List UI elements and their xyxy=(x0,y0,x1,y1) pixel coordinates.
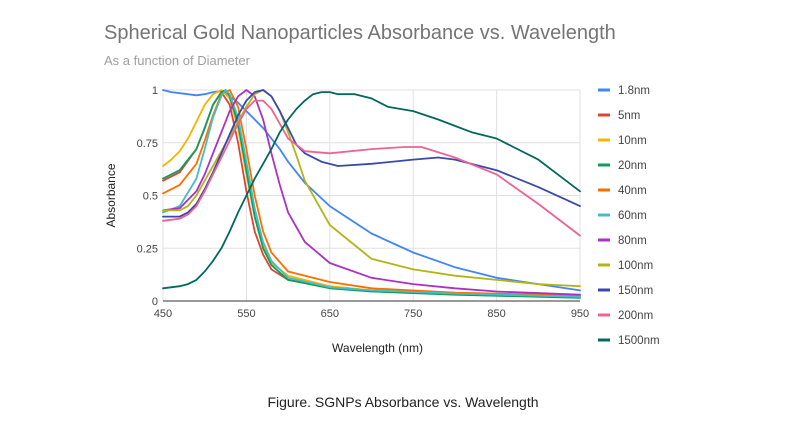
x-tick-label: 850 xyxy=(487,308,505,320)
x-tick-label: 450 xyxy=(154,308,172,320)
series-line-1.8nm xyxy=(162,89,581,292)
legend-label: 80nm xyxy=(618,235,647,247)
legend-label: 150nm xyxy=(618,285,653,297)
series-line-1500nm xyxy=(162,91,581,290)
x-tick-label: 950 xyxy=(571,308,589,320)
legend-label: 200nm xyxy=(618,310,653,322)
x-tick-label: 550 xyxy=(237,308,255,320)
y-tick-label: 0.75 xyxy=(137,138,158,150)
legend-label: 100nm xyxy=(618,260,653,272)
series-line-20nm xyxy=(162,89,581,299)
y-axis-label: Absorbance xyxy=(104,163,118,227)
chart-title: Spherical Gold Nanoparticles Absorbance … xyxy=(104,22,616,44)
y-tick-label: 0 xyxy=(152,296,158,308)
legend-label: 1500nm xyxy=(618,335,660,347)
legend-label: 40nm xyxy=(618,185,647,197)
series-lines xyxy=(162,89,581,299)
legend-label: 5nm xyxy=(618,110,640,122)
legend-label: 60nm xyxy=(618,210,647,222)
axes: 0 0.25 0.5 0.75 1 450 550 650 750 850 950 Wavelengt… xyxy=(104,85,589,355)
series-line-150nm xyxy=(162,89,581,218)
series-line-200nm xyxy=(162,99,581,237)
x-tick-label: 650 xyxy=(321,308,339,320)
series-line-80nm xyxy=(162,89,581,296)
legend-label: 10nm xyxy=(618,135,647,147)
series-line-60nm xyxy=(162,89,581,298)
y-tick-label: 1 xyxy=(152,85,158,97)
x-tick-label: 750 xyxy=(404,308,422,320)
y-tick-label: 0.25 xyxy=(137,243,158,255)
y-tick-label: 0.5 xyxy=(143,191,158,203)
chart-subtitle: As a function of Diameter xyxy=(104,53,250,68)
grid-lines xyxy=(162,89,581,302)
series-line-40nm xyxy=(162,89,581,297)
legend-label: 1.8nm xyxy=(618,85,650,97)
figure-caption: Figure. SGNPs Absorbance vs. Wavelength xyxy=(267,394,539,410)
legend-label: 20nm xyxy=(618,160,647,172)
x-axis-label: Wavelength (nm) xyxy=(332,341,423,355)
legend: 1.8nm 5nm 10nm 20nm 40nm 60nm 80nm 100nm 150nm 20… xyxy=(598,85,660,347)
